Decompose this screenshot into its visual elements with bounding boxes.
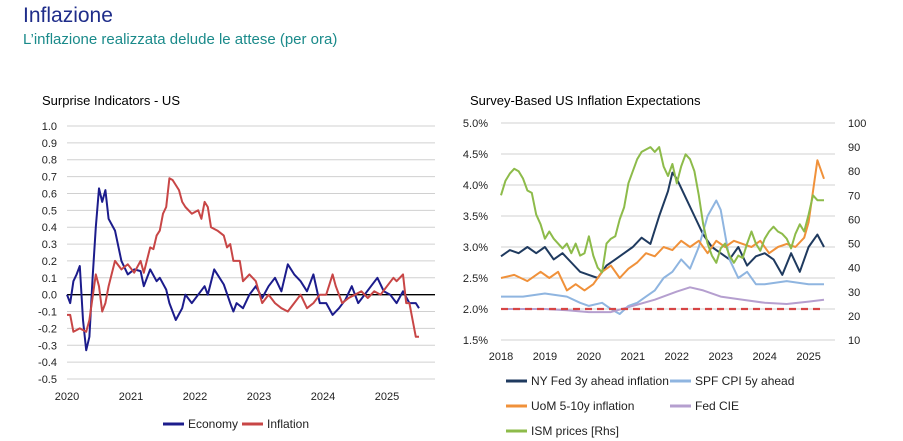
right-x-tick-label: 2022 — [665, 351, 689, 363]
page-subtitle: L’inflazione realizzata delude le attese… — [23, 31, 338, 48]
right-series-uom-5-10y-inflation — [500, 159, 825, 292]
left-y-tick-label: 0.6 — [42, 188, 57, 200]
right-x-tick-label: 2023 — [708, 351, 732, 363]
right-y2-tick-label: 20 — [848, 311, 860, 323]
right-x-tick-label: 2021 — [621, 351, 645, 363]
right-x-tick-label: 2018 — [489, 351, 513, 363]
left-y-tick-label: 0.5 — [42, 205, 57, 217]
right-y-tick-label: 1.5% — [463, 335, 488, 347]
right-y2-tick-label: 30 — [848, 287, 860, 299]
right-y2-tick-label: 50 — [848, 239, 860, 251]
left-y-tick-label: -0.1 — [38, 307, 57, 319]
right-y-tick-label: 5.0% — [463, 118, 488, 130]
right-series-ny-fed-3y-ahead-inflation — [500, 171, 825, 279]
right-legend-label: SPF CPI 5y ahead — [695, 374, 794, 388]
left-series-inflation — [67, 177, 419, 338]
left-chart-title: Surprise Indicators - US — [42, 93, 180, 108]
left-y-tick-label: -0.4 — [38, 357, 57, 369]
right-legend-label: Fed CIE — [695, 399, 739, 413]
left-y-tick-label: 0.8 — [42, 155, 57, 167]
left-y-tick-label: 0.1 — [42, 273, 57, 285]
right-y2-tick-label: 60 — [848, 214, 860, 226]
left-x-tick-label: 2023 — [247, 391, 271, 403]
page-title: Inflazione — [23, 4, 113, 27]
left-x-tick-label: 2021 — [119, 391, 143, 403]
left-y-tick-label: 0.3 — [42, 239, 57, 251]
left-legend-label: Economy — [188, 417, 238, 431]
left-y-tick-label: -0.3 — [38, 340, 57, 352]
left-y-tick-label: -0.5 — [38, 374, 57, 386]
right-y2-tick-label: 70 — [848, 190, 860, 202]
right-legend-label: UoM 5-10y inflation — [531, 399, 634, 413]
left-x-tick-label: 2025 — [375, 391, 399, 403]
right-legend-label: ISM prices [Rhs] — [531, 424, 619, 438]
right-y2-tick-label: 80 — [848, 166, 860, 178]
right-legend-label: NY Fed 3y ahead inflation — [531, 374, 669, 388]
right-y2-tick-label: 90 — [848, 142, 860, 154]
right-y-tick-label: 2.0% — [463, 304, 488, 316]
right-y-tick-label: 3.5% — [463, 211, 488, 223]
left-y-tick-label: 0.2 — [42, 256, 57, 268]
right-y2-tick-label: 40 — [848, 263, 860, 275]
left-y-tick-label: 0.4 — [42, 222, 57, 234]
right-series-fed-cie — [501, 286, 825, 314]
right-x-tick-label: 2019 — [533, 351, 557, 363]
left-y-tick-label: 0.0 — [42, 290, 57, 302]
right-y2-tick-label: 100 — [848, 118, 866, 130]
left-x-tick-label: 2020 — [55, 391, 79, 403]
right-y2-tick-label: 10 — [848, 335, 860, 347]
right-series-spf-cpi-5y-ahead — [501, 199, 824, 315]
left-y-tick-label: 0.7 — [42, 172, 57, 184]
right-x-tick-label: 2024 — [752, 351, 776, 363]
right-y-tick-label: 3.0% — [463, 242, 488, 254]
left-y-tick-label: -0.2 — [38, 323, 57, 335]
left-x-tick-label: 2022 — [183, 391, 207, 403]
left-y-tick-label: 1.0 — [42, 121, 57, 133]
left-legend-label: Inflation — [267, 417, 309, 431]
right-series-ism-prices-rhs- — [500, 146, 824, 274]
left-y-tick-label: 0.9 — [42, 138, 57, 150]
left-series-economy — [66, 187, 420, 352]
right-x-tick-label: 2020 — [577, 351, 601, 363]
right-y-tick-label: 2.5% — [463, 273, 488, 285]
right-chart-title: Survey-Based US Inflation Expectations — [470, 93, 701, 108]
left-x-tick-label: 2024 — [311, 391, 335, 403]
right-x-tick-label: 2025 — [796, 351, 820, 363]
right-y-tick-label: 4.5% — [463, 149, 488, 161]
right-y-tick-label: 4.0% — [463, 180, 488, 192]
